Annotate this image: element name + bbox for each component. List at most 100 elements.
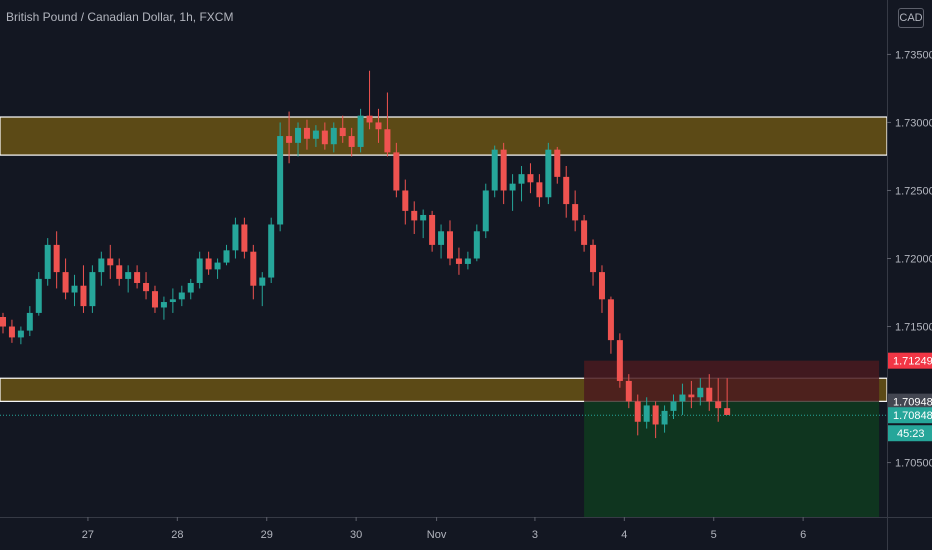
currency-button[interactable]: CAD (898, 8, 924, 28)
candle (482, 183, 489, 239)
candle (250, 244, 257, 300)
candle-body (715, 401, 722, 409)
candle (241, 217, 248, 259)
candle-body (268, 224, 275, 278)
candle-body (143, 282, 150, 292)
candle (268, 217, 275, 283)
countdown-label: 45:23 (888, 425, 932, 442)
candle-body (44, 244, 51, 279)
candle-body (500, 149, 507, 191)
time-tick-label: 29 (261, 529, 273, 541)
candle (169, 288, 176, 313)
candle (411, 201, 418, 235)
candle (518, 165, 525, 202)
price-label-box (888, 393, 932, 410)
candle-body (697, 387, 704, 398)
candle (581, 214, 588, 252)
candle (35, 272, 42, 316)
candle (0, 312, 6, 334)
candle (357, 108, 364, 153)
candle-body (670, 401, 677, 411)
candle (89, 265, 96, 313)
candle-body (295, 127, 302, 143)
candle (151, 285, 158, 313)
candle-body (357, 115, 364, 147)
candle (679, 383, 686, 415)
candle-body (447, 231, 453, 259)
candle-body (125, 272, 132, 279)
candle (625, 374, 632, 409)
candle-body (607, 299, 614, 341)
candle-body (0, 317, 6, 327)
candle (706, 374, 713, 411)
candle (321, 122, 328, 150)
candle (572, 190, 579, 232)
price-label-box (888, 352, 932, 369)
time-tick-label: 6 (800, 529, 806, 541)
candle (697, 378, 704, 406)
candle (447, 220, 453, 266)
candle (554, 146, 561, 184)
candle-body (178, 292, 185, 300)
candle-body (581, 220, 588, 245)
candle (464, 251, 471, 270)
time-axis[interactable]: 27 28 29 30 Nov 3 4 5 6 (82, 517, 806, 541)
candle-body (438, 231, 445, 245)
candle-body (616, 340, 623, 381)
candle-body (35, 278, 42, 313)
candle-body (554, 149, 561, 177)
price-axis[interactable]: 1.73500 1.73000 1.72500 1.72000 1.71500 1.705… (887, 49, 932, 470)
candle (598, 265, 605, 313)
candle (616, 333, 623, 388)
candle (420, 209, 427, 239)
last-price-label: 1.70848 (888, 407, 932, 424)
price-tick-label: 1.72500 (895, 185, 932, 197)
candle (384, 92, 391, 157)
candle-body (151, 291, 158, 308)
candle (277, 122, 284, 232)
candle-body (572, 204, 579, 221)
price-tick-label: 1.72000 (895, 254, 932, 266)
candle (80, 265, 87, 313)
take-profit-zone (584, 401, 880, 517)
candle (652, 401, 659, 439)
price-tick-label: 1.73000 (895, 117, 932, 129)
candles-layer (0, 70, 731, 439)
candle-body (303, 127, 310, 139)
candle-body (527, 174, 534, 183)
candle (295, 122, 302, 157)
candle-body (375, 122, 382, 130)
price-tick-label: 1.70500 (895, 458, 932, 470)
candle (98, 251, 105, 286)
time-tick-label: 27 (82, 529, 94, 541)
candle (8, 319, 15, 343)
price-label-text: 1.71249 (893, 356, 932, 368)
candle-body (366, 115, 373, 123)
candle (429, 210, 436, 252)
candle-body (8, 326, 15, 338)
candle (134, 265, 141, 289)
candle (259, 272, 266, 307)
candle-body (706, 387, 713, 402)
candle (53, 231, 60, 289)
candle (724, 378, 731, 415)
candle (643, 397, 650, 429)
candle-body (473, 231, 480, 259)
time-tick-label: Nov (427, 529, 447, 541)
candle-body (250, 251, 257, 286)
candle-body (411, 210, 418, 221)
candle (223, 244, 230, 266)
price-label-text: 1.70948 (893, 397, 932, 409)
time-tick-label: 28 (171, 529, 183, 541)
symbol-title[interactable]: British Pound / Canadian Dollar, 1h, FXC… (6, 10, 234, 24)
candle (438, 224, 445, 259)
candle-body (590, 244, 597, 273)
candle-body (330, 127, 337, 145)
candle (62, 258, 69, 300)
candle-body (223, 250, 230, 263)
candle (473, 224, 480, 262)
candle (563, 165, 570, 218)
candle-body (545, 149, 552, 198)
